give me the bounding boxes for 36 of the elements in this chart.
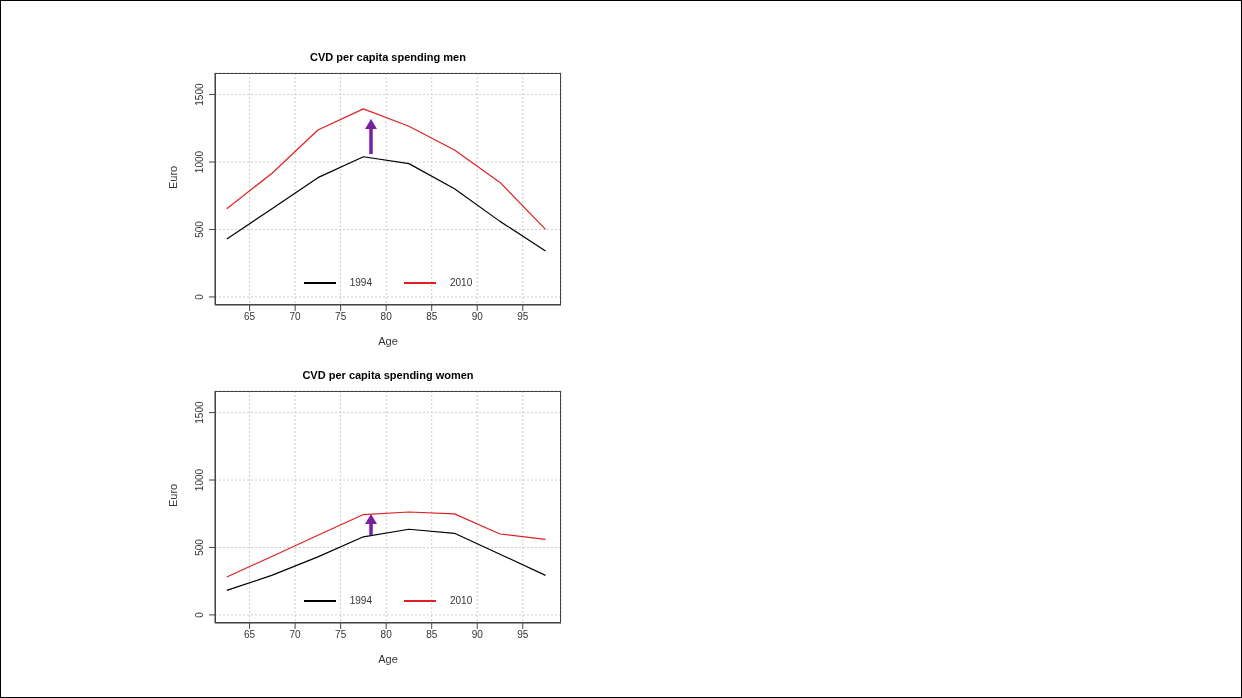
y-tick-label: 0	[194, 611, 205, 618]
y-tick-label: 1500	[194, 401, 205, 424]
line-series	[226, 156, 547, 252]
x-tick-label: 80	[380, 311, 393, 323]
x-tick-label: 90	[471, 311, 484, 323]
x-tick-label: 70	[289, 629, 302, 641]
line-series	[226, 511, 547, 578]
y-axis-title: Euro	[166, 483, 179, 507]
x-tick-label: 65	[244, 311, 256, 323]
chart-title: CVD per capita spending men	[309, 51, 467, 63]
y-tick-label: 500	[194, 538, 205, 556]
x-tick-label: 85	[426, 629, 438, 641]
line-series	[226, 528, 547, 591]
y-tick-label: 500	[194, 220, 205, 238]
y-tick-label: 1000	[194, 150, 205, 174]
legend-label: 2010	[450, 277, 473, 288]
x-axis-title: Age	[378, 335, 398, 347]
x-tick-label: 70	[289, 311, 302, 323]
x-tick-label: 75	[335, 311, 347, 323]
legend-label: 2010	[450, 595, 473, 606]
x-tick-label: 95	[517, 629, 529, 641]
x-tick-label: 75	[335, 629, 347, 641]
y-tick-label: 0	[194, 293, 205, 300]
y-axis-title: Euro	[166, 165, 179, 189]
y-tick-label: 1500	[194, 83, 205, 106]
x-axis-title: Age	[378, 653, 398, 665]
y-tick-label: 1000	[194, 468, 205, 492]
legend-label: 1994	[349, 595, 372, 606]
x-tick-label: 90	[471, 629, 484, 641]
legend-label: 1994	[349, 277, 372, 288]
x-tick-label: 80	[380, 629, 393, 641]
x-tick-label: 85	[426, 311, 438, 323]
x-tick-label: 65	[244, 629, 256, 641]
line-series	[226, 108, 547, 230]
chart-title: CVD per capita spending women	[301, 369, 475, 381]
x-tick-label: 95	[517, 311, 529, 323]
